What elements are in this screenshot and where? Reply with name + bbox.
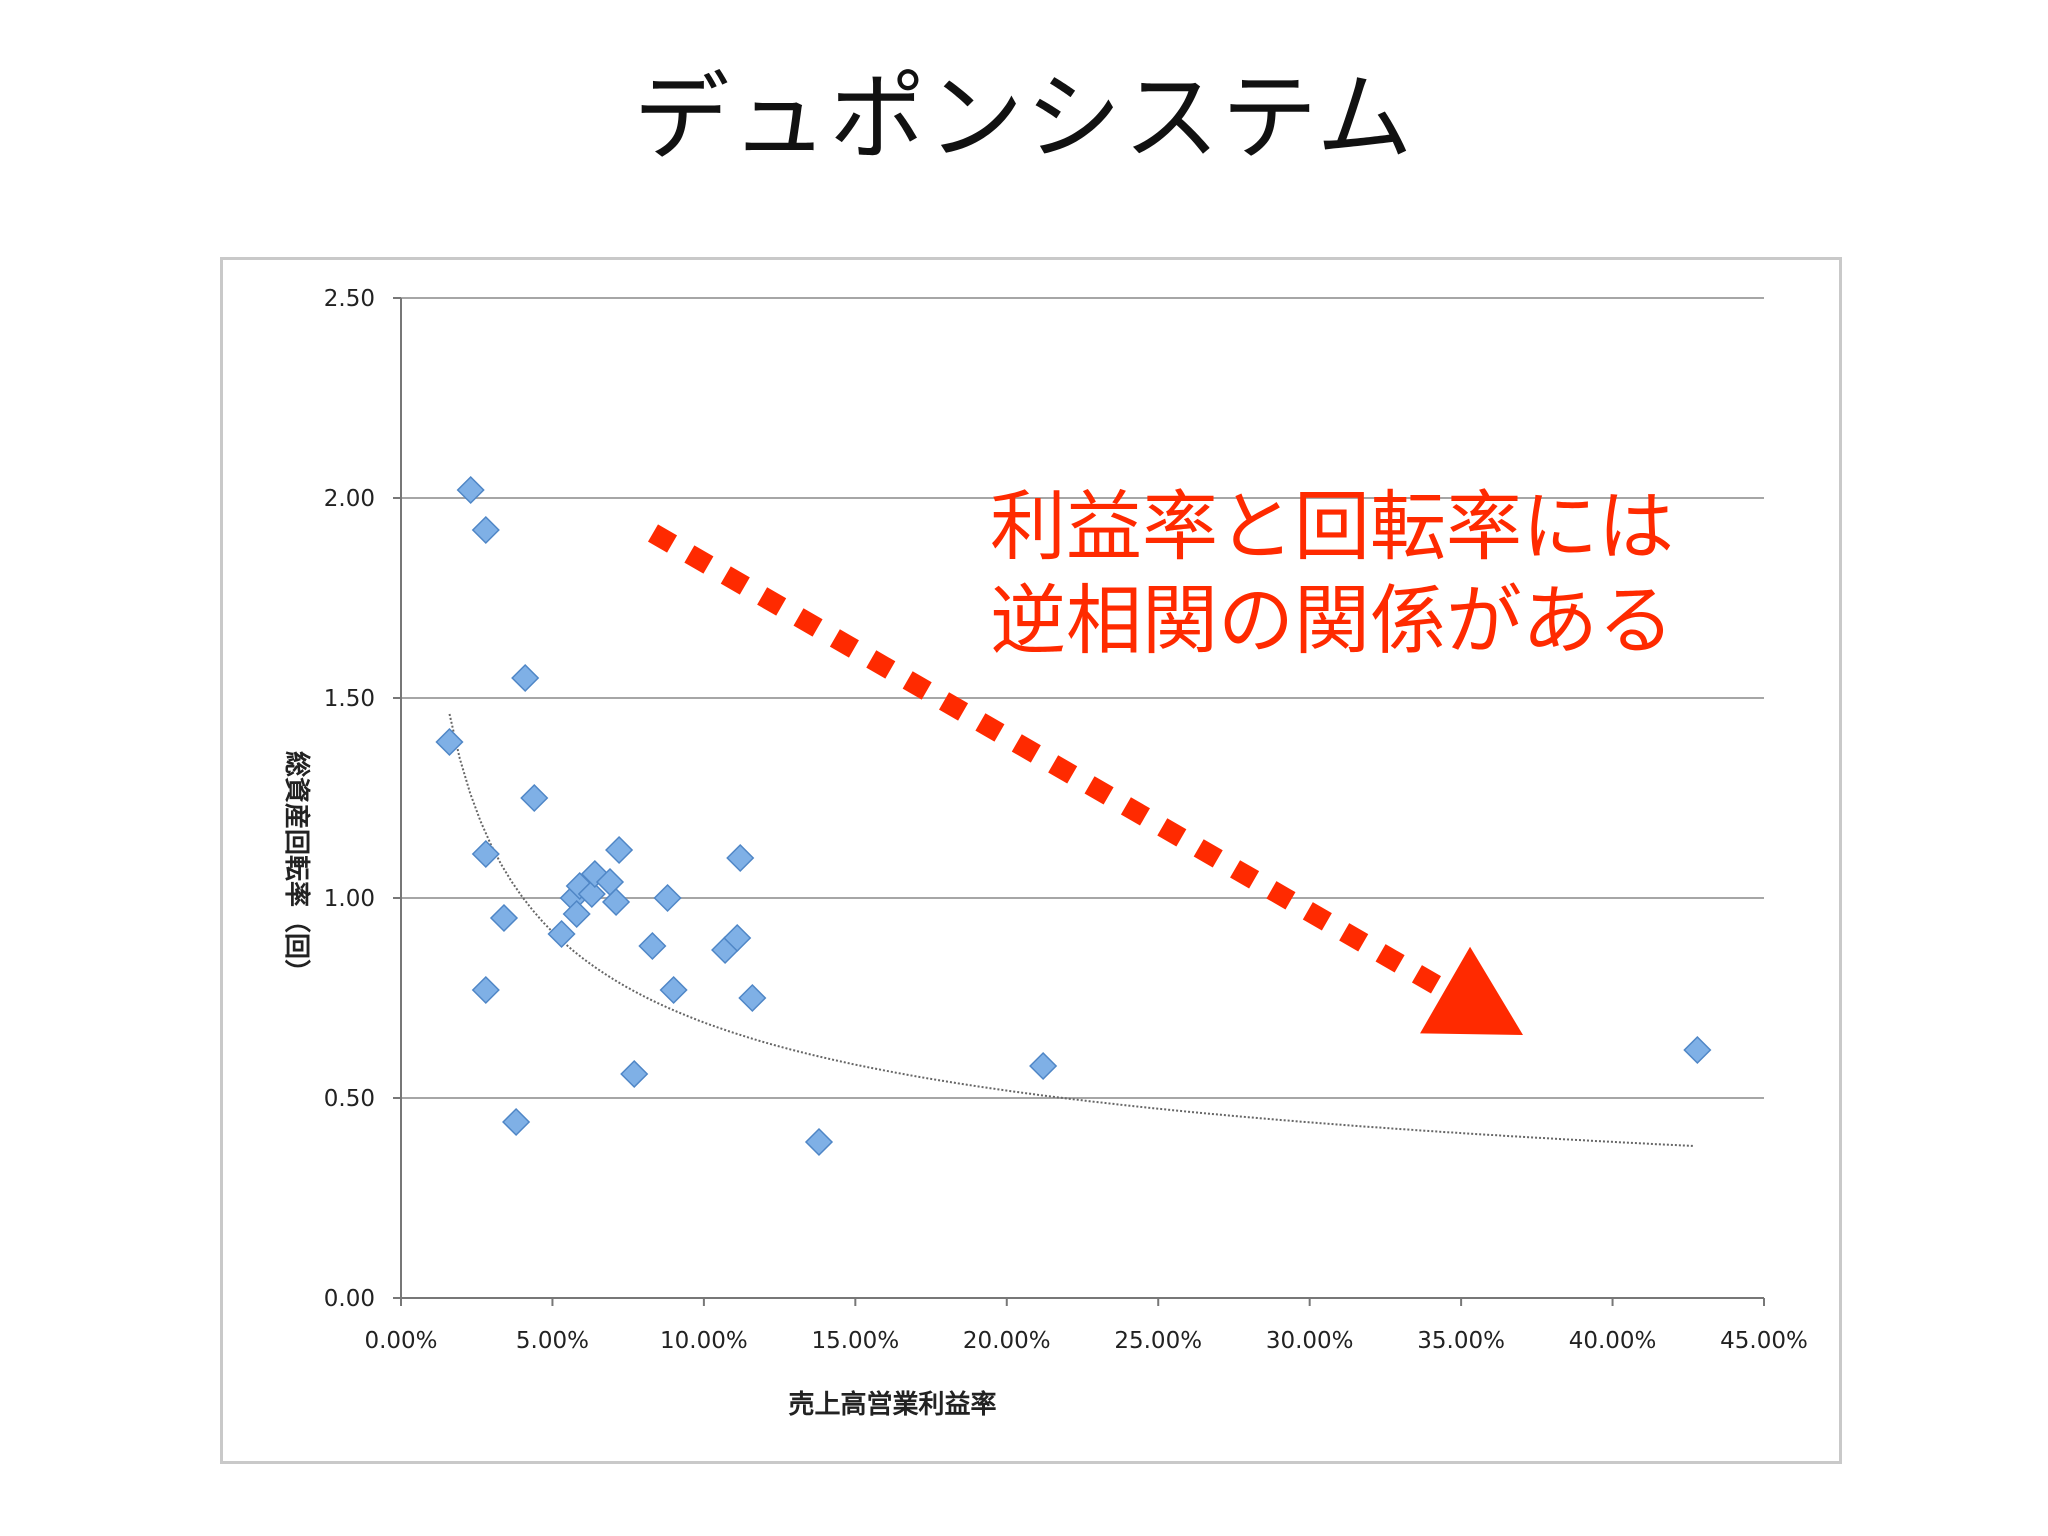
x-tick-label-1: 5.00% (516, 1328, 589, 1354)
x-tick-label-6: 30.00% (1266, 1328, 1354, 1354)
data-point-5 (489, 903, 519, 933)
arrow-shaft (648, 524, 1451, 999)
chart-frame: 0.00 0.50 1.00 1.50 2.00 2.50 0.00% 5.00% 10.00%… (220, 257, 1842, 1464)
y-tick-label-1: 0.50 (324, 1086, 375, 1112)
x-tick-label-2: 10.00% (660, 1328, 748, 1354)
data-point-13 (577, 879, 606, 909)
y-tick-label-5: 2.50 (324, 286, 375, 312)
x-tick-label-4: 20.00% (963, 1328, 1051, 1354)
x-tick-label-5: 25.00% (1114, 1328, 1202, 1354)
data-point-27 (1029, 1051, 1058, 1081)
data-point-17 (605, 835, 634, 865)
x-tick-label-9: 45.00% (1720, 1328, 1808, 1354)
data-point-7 (511, 663, 540, 693)
data-point-1 (456, 475, 485, 505)
x-axis-title: 売上高営業利益率 (788, 1389, 996, 1420)
data-point-21 (659, 975, 688, 1005)
data-point-18 (620, 1059, 649, 1089)
data-point-28 (1683, 1035, 1712, 1065)
y-tick-label-3: 1.50 (324, 686, 375, 712)
data-point-6 (502, 1107, 531, 1137)
data-point-25 (738, 983, 767, 1013)
y-axis-title: 総資産回転率（回） (281, 751, 312, 985)
annotation-text: 利益率と回転率には 逆相関の関係がある (990, 480, 1750, 668)
data-point-9 (547, 919, 576, 949)
x-tick-label-8: 40.00% (1569, 1328, 1657, 1354)
annotation-line-1: 利益率と回転率には (990, 482, 1674, 571)
arrow-head (1420, 946, 1523, 1035)
data-point-26 (804, 1127, 834, 1157)
y-tick-label-0: 0.00 (324, 1286, 375, 1312)
data-point-4 (471, 975, 500, 1005)
data-point-24 (726, 843, 755, 873)
x-tick-label-7: 35.00% (1417, 1328, 1505, 1354)
slide-title: デュポンシステム (633, 62, 1415, 174)
y-tick-label-2: 1.00 (324, 886, 375, 912)
x-tick-label-0: 0.00% (364, 1328, 437, 1354)
data-point-11 (562, 899, 591, 929)
data-point-2 (471, 515, 500, 545)
scatter-chart: 0.00 0.50 1.00 1.50 2.00 2.50 0.00% 5.00% 10.00%… (281, 286, 1808, 1420)
x-tick-label-3: 15.00% (811, 1328, 899, 1354)
data-point-20 (653, 883, 682, 913)
data-point-19 (638, 931, 667, 961)
annotation-line-2: 逆相関の関係がある (990, 576, 1674, 665)
data-point-16 (601, 887, 631, 917)
data-point-3 (471, 839, 500, 869)
data-point-0 (435, 727, 464, 757)
data-point-8 (520, 783, 549, 813)
y-tick-label-4: 2.00 (324, 486, 375, 512)
data-point-23 (723, 923, 752, 953)
